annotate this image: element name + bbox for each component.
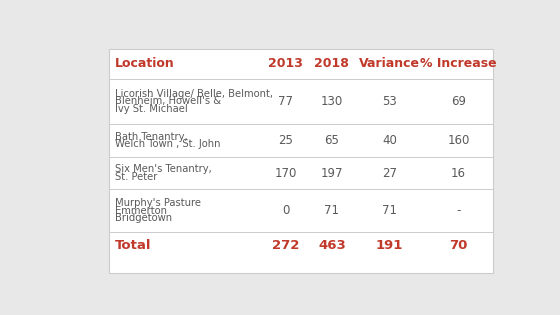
Text: 130: 130	[321, 95, 343, 108]
Text: 197: 197	[320, 167, 343, 180]
Text: % Increase: % Increase	[420, 57, 497, 70]
Text: 71: 71	[324, 204, 339, 217]
Text: 53: 53	[382, 95, 397, 108]
Text: 69: 69	[451, 95, 466, 108]
Text: Bridgetown: Bridgetown	[115, 213, 172, 223]
Text: 272: 272	[272, 239, 300, 252]
Text: 2013: 2013	[268, 57, 303, 70]
Text: 191: 191	[376, 239, 403, 252]
Text: 25: 25	[278, 134, 293, 147]
Text: 0: 0	[282, 204, 290, 217]
Text: 70: 70	[449, 239, 468, 252]
Text: Murphy's Pasture: Murphy's Pasture	[115, 198, 200, 208]
Text: 77: 77	[278, 95, 293, 108]
Text: Variance: Variance	[359, 57, 420, 70]
Text: Six Men's Tenantry,: Six Men's Tenantry,	[115, 164, 212, 175]
Text: -: -	[456, 204, 461, 217]
Text: Licorish Village/ Belle, Belmont,: Licorish Village/ Belle, Belmont,	[115, 89, 273, 99]
Text: 463: 463	[318, 239, 346, 252]
Text: 40: 40	[382, 134, 397, 147]
Text: 65: 65	[324, 134, 339, 147]
Text: 2018: 2018	[314, 57, 349, 70]
Text: Total: Total	[115, 239, 151, 252]
Text: 16: 16	[451, 167, 466, 180]
Text: 71: 71	[382, 204, 397, 217]
Text: 27: 27	[382, 167, 397, 180]
Text: Ivy St. Michael: Ivy St. Michael	[115, 104, 188, 114]
Text: St. Peter: St. Peter	[115, 172, 157, 182]
Text: 160: 160	[447, 134, 470, 147]
Text: Bath Tenantry,: Bath Tenantry,	[115, 132, 188, 142]
Bar	[109, 49, 493, 273]
Text: Welch Town , St. John: Welch Town , St. John	[115, 139, 220, 149]
Text: Blenheim, Howell's &: Blenheim, Howell's &	[115, 96, 221, 106]
Text: Location: Location	[115, 57, 175, 70]
Text: 170: 170	[274, 167, 297, 180]
Text: Emmerton: Emmerton	[115, 206, 167, 215]
